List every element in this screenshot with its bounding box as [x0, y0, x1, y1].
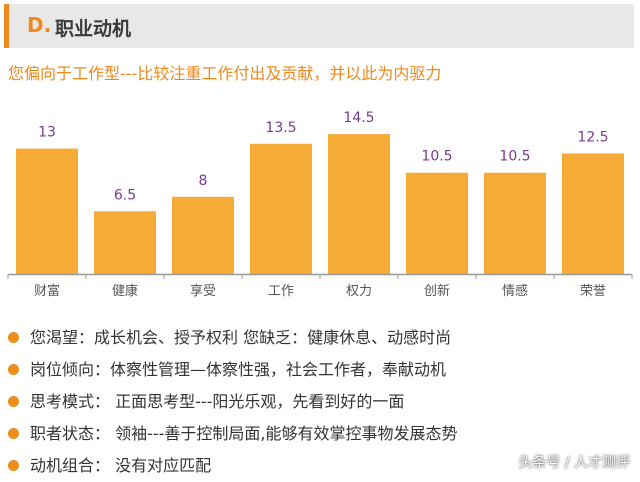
list-item-text: 您渴望：成长机会、授予权利 您缺乏：健康休息、动感时尚 — [30, 328, 452, 347]
category-tick-label: 情感 — [502, 283, 528, 299]
list-item-text: 岗位倾向：体察性管理—体察性强，社会工作者，奉献动机 — [30, 360, 447, 379]
category-tick-label: 工作 — [268, 284, 294, 299]
bar-6 — [406, 172, 468, 274]
category-tick-label: 健康 — [112, 283, 138, 299]
watermark: 头条号 / 人才测评 — [518, 455, 630, 471]
bar-1 — [16, 148, 78, 274]
category-tick-label: 财富 — [34, 283, 60, 299]
list-item: 职者状态： 领袖---善于控制局面,能够有效掌控事物发展态势 — [6, 418, 626, 450]
bar-3 — [172, 196, 234, 274]
category-tick-label: 荣誉 — [580, 284, 606, 299]
bullet-dot-icon — [8, 396, 19, 407]
motivation-bar-chart: 13 财富 6.5 健康 8 享受 13.5 工作 14.5 权力 10.5 创新 10.5 情感 12.5… — [7, 110, 633, 299]
bullet-dot-icon — [8, 332, 19, 343]
bar-4 — [250, 143, 312, 274]
data-label: 13 — [38, 125, 56, 141]
list-item: 您渴望：成长机会、授予权利 您缺乏：健康休息、动感时尚 — [6, 322, 626, 354]
category-tick-label: 享受 — [190, 283, 216, 299]
motivation-summary: 您偏向于工作型---比较注重工作付出及贡献，并以此为内驱力 — [8, 64, 442, 83]
list-item-text: 思考模式： 正面思考型---阳光乐观，先看到好的一面 — [30, 392, 405, 411]
data-label: 14.5 — [343, 110, 374, 126]
section-letter: D. — [27, 13, 52, 37]
analysis-list: 您渴望：成长机会、授予权利 您缺乏：健康休息、动感时尚 岗位倾向：体察性管理—体… — [6, 322, 626, 482]
list-item-text: 职者状态： 领袖---善于控制局面,能够有效掌控事物发展态势 — [30, 424, 458, 443]
bullet-dot-icon — [8, 364, 19, 375]
section-header: D. 职业动机 — [4, 4, 634, 48]
bar-5 — [328, 134, 390, 274]
data-label: 10.5 — [421, 149, 452, 165]
list-item-text: 动机组合： 没有对应匹配 — [30, 456, 212, 475]
bar-2 — [94, 211, 156, 274]
list-item: 动机组合： 没有对应匹配 — [6, 450, 626, 482]
bar-7 — [484, 172, 546, 274]
bullet-dot-icon — [8, 460, 19, 471]
list-item: 岗位倾向：体察性管理—体察性强，社会工作者，奉献动机 — [6, 354, 626, 386]
data-label: 12.5 — [577, 129, 608, 145]
category-tick-label: 创新 — [424, 283, 450, 299]
data-label: 6.5 — [114, 187, 136, 203]
list-item: 思考模式： 正面思考型---阳光乐观，先看到好的一面 — [6, 386, 626, 418]
bar-8 — [562, 153, 624, 274]
category-tick-label: 权力 — [346, 283, 372, 299]
data-label: 13.5 — [265, 120, 296, 136]
section-title: 职业动机 — [55, 18, 132, 40]
data-label: 8 — [199, 173, 208, 189]
bullet-dot-icon — [8, 428, 19, 439]
data-label: 10.5 — [499, 149, 530, 165]
